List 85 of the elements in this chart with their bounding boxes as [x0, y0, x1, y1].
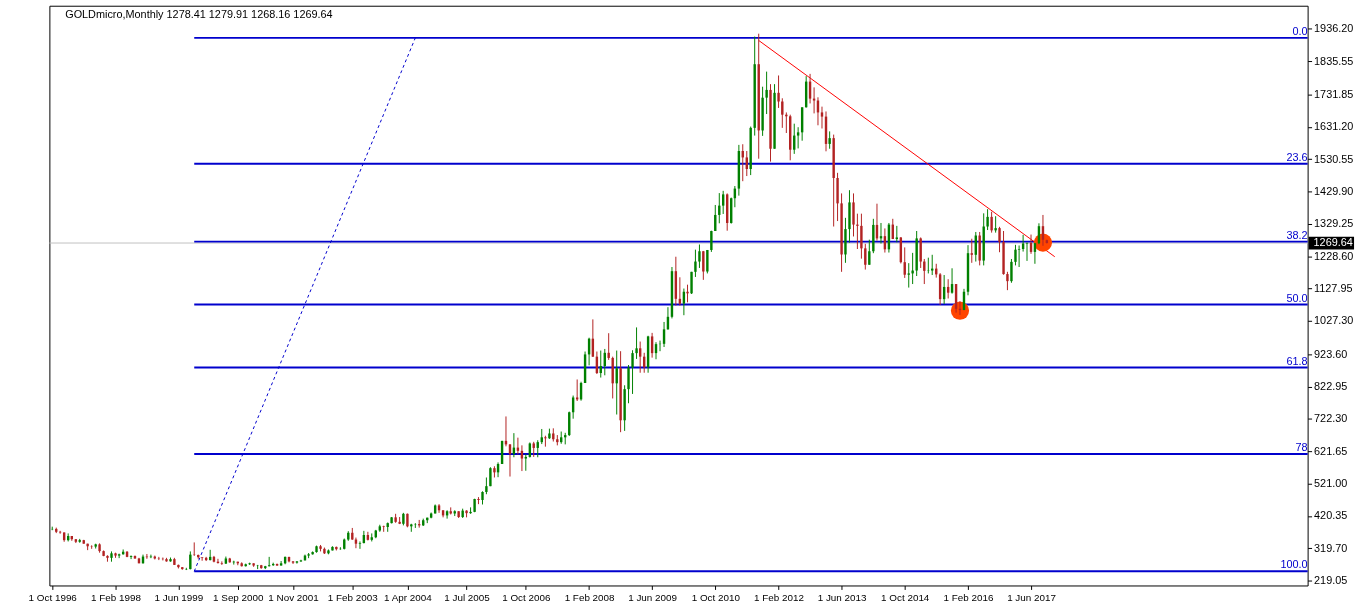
candlestick: [907, 262, 910, 289]
candlestick: [299, 559, 303, 563]
candlestick: [279, 560, 283, 567]
x-tick-label: 1 Oct 2010: [691, 591, 741, 603]
candlestick: [994, 215, 997, 234]
x-tick-label: 1 Jun 2017: [1007, 591, 1056, 603]
series-label: 50.0: [1286, 291, 1308, 304]
y-tick-label: 822.95: [1314, 380, 1348, 393]
candlestick: [868, 239, 871, 266]
x-tick-label: 1 Feb 2016: [943, 591, 994, 603]
candlestick: [1025, 242, 1029, 262]
x-tick-label: 1 Oct 2006: [502, 591, 551, 603]
y-tick-label: 1127.95: [1314, 282, 1353, 295]
candlestick: [524, 453, 528, 472]
y-tick-label: 722.30: [1314, 412, 1348, 425]
series-label: 23.6: [1286, 150, 1308, 163]
candlestick: [1006, 271, 1009, 291]
candlestick: [1010, 258, 1013, 284]
x-tick-label: 1 Oct 2014: [881, 591, 930, 603]
y-tick-label: 1027.30: [1314, 314, 1354, 327]
y-tick-label: 1631.20: [1314, 120, 1354, 133]
chart-title: GOLDmicro,Monthly 1278.41 1279.91 1268.16 1269.64: [65, 7, 333, 20]
y-tick-label: 521.00: [1314, 477, 1348, 490]
candlestick: [864, 243, 867, 271]
candlestick: [267, 556, 271, 568]
x-tick-label: 1 Feb 2003: [327, 591, 379, 603]
candlestick: [796, 126, 800, 149]
candlestick: [702, 250, 705, 281]
x-tick-label: 1 Oct 1996: [28, 591, 78, 603]
x-tick-label: 1 Jun 2009: [628, 591, 678, 603]
ref-line-label: 1269.64: [1313, 235, 1353, 248]
candlestick: [1014, 244, 1017, 266]
x-tick-label: 1 Feb 2008: [564, 591, 616, 603]
candlestick: [781, 97, 784, 129]
candlestick: [627, 364, 630, 404]
x-tick-label: 1 Feb 1998: [91, 591, 142, 603]
candlestick: [820, 106, 824, 129]
y-tick-label: 1936.20: [1314, 22, 1354, 35]
candlestick: [200, 556, 204, 562]
y-tick-label: 1530.55: [1314, 152, 1354, 165]
y-tick-label: 420.35: [1314, 509, 1348, 522]
y-tick-label: 1835.55: [1314, 54, 1354, 67]
x-tick-label: 1 Jun 1999: [154, 591, 204, 603]
series-label: 0.0: [1292, 24, 1308, 37]
candlestick: [638, 341, 642, 374]
x-tick-label: 1 Jun 2013: [817, 591, 867, 603]
y-tick-label: 1228.60: [1314, 249, 1354, 262]
candlestick: [635, 326, 638, 360]
candlestick: [919, 236, 922, 269]
candlestick: [998, 226, 1001, 253]
y-tick-label: 923.60: [1314, 347, 1348, 360]
series-label: 78: [1295, 441, 1308, 454]
candlestick: [694, 249, 697, 278]
y-tick-label: 319.70: [1314, 541, 1348, 554]
candlestick: [358, 540, 362, 550]
candlestick: [469, 506, 472, 515]
candlestick: [923, 258, 926, 285]
candlestick: [777, 74, 780, 109]
x-tick-label: 1 Feb 2012: [754, 591, 804, 603]
y-tick-label: 1329.25: [1314, 217, 1354, 230]
x-tick-label: 1 Nov 2001: [268, 591, 319, 603]
candlestick: [544, 435, 547, 448]
candlestick: [860, 213, 863, 260]
y-tick-label: 219.05: [1314, 574, 1348, 587]
candlestick: [970, 238, 973, 264]
candlestick: [765, 71, 768, 115]
candlestick: [1017, 244, 1021, 268]
x-tick-label: 1 Jul 2005: [444, 591, 491, 603]
y-tick-label: 1429.90: [1314, 184, 1354, 197]
candlestick: [607, 332, 610, 361]
candlestick: [990, 211, 993, 234]
candlestick: [90, 544, 93, 550]
series-label: 100.0: [1280, 558, 1308, 571]
x-tick-label: 1 Sep 2000: [213, 591, 265, 603]
candlestick: [698, 244, 701, 269]
candlestick: [986, 208, 989, 231]
candlestick: [220, 560, 224, 566]
y-tick-label: 621.65: [1314, 444, 1348, 457]
y-tick-label: 1731.85: [1314, 87, 1354, 100]
candlestick: [631, 349, 634, 395]
series-label: 38.2: [1286, 228, 1308, 241]
x-tick-label: 1 Apr 2004: [384, 591, 433, 603]
candlestick: [856, 213, 859, 250]
series-label: 61.8: [1286, 354, 1308, 367]
candlestick: [852, 192, 855, 237]
